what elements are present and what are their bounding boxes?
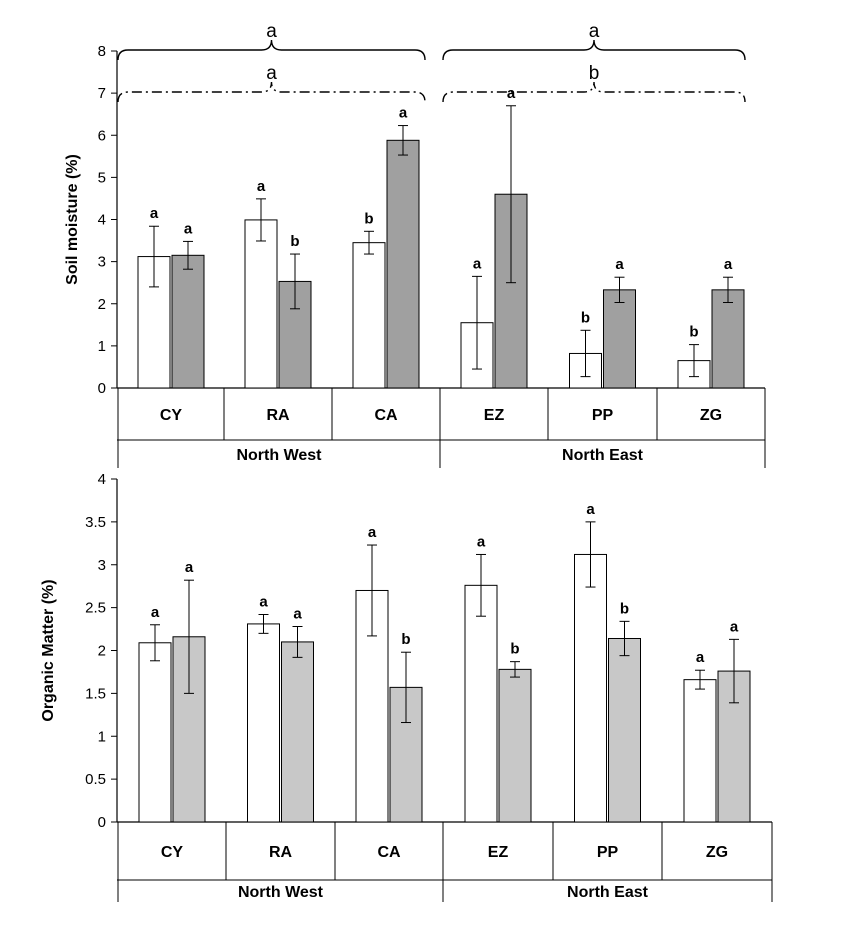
significance-letter: a xyxy=(724,256,733,273)
significance-letter: a xyxy=(696,649,705,666)
bar-ca-series-1 xyxy=(352,242,386,389)
significance-letter: a xyxy=(730,618,739,635)
category-label: PP xyxy=(597,844,619,861)
category-label: CA xyxy=(374,407,398,424)
significance-letter: b xyxy=(401,631,410,648)
significance-letter: b xyxy=(290,233,299,250)
significance-letter: a xyxy=(150,205,159,222)
bar-ca-series-2 xyxy=(386,139,420,389)
bar-ra-series-1 xyxy=(244,219,278,389)
region-label: North East xyxy=(562,447,644,464)
group-brace-dashed xyxy=(442,81,746,103)
category-label: RA xyxy=(269,844,293,861)
category-label: CY xyxy=(160,407,183,424)
significance-letter: a xyxy=(368,524,377,541)
y-tick-label: 1.5 xyxy=(85,685,106,702)
bar-ra-series-2 xyxy=(281,641,314,823)
region-label: North West xyxy=(238,884,324,901)
y-tick-label: 4 xyxy=(98,471,106,488)
significance-letter: b xyxy=(510,641,519,658)
bar-ez-series-1 xyxy=(464,584,498,823)
bar-zg-series-1 xyxy=(683,679,717,823)
significance-letter: a xyxy=(477,533,486,550)
y-tick-label: 5 xyxy=(98,169,106,186)
significance-letter: a xyxy=(473,255,482,272)
group-brace-solid xyxy=(442,39,746,61)
category-label: EZ xyxy=(488,844,509,861)
category-label: ZG xyxy=(706,844,728,861)
bar-ra-series-1 xyxy=(247,623,280,823)
y-tick-label: 2 xyxy=(98,643,106,660)
brace-letter: b xyxy=(589,63,600,84)
significance-letter: a xyxy=(151,604,160,621)
significance-letter: a xyxy=(259,593,268,610)
y-tick-label: 1 xyxy=(98,338,106,355)
group-brace-solid xyxy=(117,39,426,61)
y-tick-label: 2.5 xyxy=(85,600,106,617)
significance-letter: a xyxy=(185,559,194,576)
category-label: RA xyxy=(266,407,290,424)
bar-zg-series-2 xyxy=(711,289,745,389)
bar-cy-series-1 xyxy=(138,642,172,823)
y-tick-label: 3 xyxy=(98,557,106,574)
y-tick-label: 7 xyxy=(98,85,106,102)
category-label: ZG xyxy=(700,407,722,424)
significance-letter: b xyxy=(689,324,698,341)
group-brace-dashed xyxy=(117,81,426,103)
bar-pp-series-1 xyxy=(574,553,607,823)
y-tick-label: 1 xyxy=(98,728,106,745)
brace-letter: a xyxy=(266,21,277,42)
brace-letter: a xyxy=(589,21,600,42)
significance-letter: a xyxy=(257,178,266,195)
significance-letter: b xyxy=(581,309,590,326)
y-tick-label: 2 xyxy=(98,296,106,313)
y-axis-title: Soil moisture (%) xyxy=(64,154,81,285)
significance-letter: a xyxy=(507,85,516,102)
significance-letter: b xyxy=(620,600,629,617)
y-tick-label: 4 xyxy=(98,212,106,229)
bar-pp-series-2 xyxy=(603,289,636,389)
y-tick-label: 8 xyxy=(98,43,106,60)
brace-letter: a xyxy=(266,63,277,84)
y-tick-label: 0 xyxy=(98,814,106,831)
category-label: EZ xyxy=(484,407,505,424)
category-label: PP xyxy=(592,407,614,424)
bar-cy-series-2 xyxy=(171,254,205,389)
y-axis-title: Organic Matter (%) xyxy=(40,579,57,721)
bar-ez-series-2 xyxy=(498,668,532,823)
region-label: North West xyxy=(236,447,322,464)
significance-letter: a xyxy=(615,256,624,273)
region-label: North East xyxy=(567,884,649,901)
y-tick-label: 6 xyxy=(98,127,106,144)
y-tick-label: 3 xyxy=(98,254,106,271)
category-label: CA xyxy=(377,844,401,861)
y-tick-label: 0 xyxy=(98,380,106,397)
category-label: CY xyxy=(161,844,184,861)
significance-letter: b xyxy=(364,210,373,227)
y-tick-label: 0.5 xyxy=(85,771,106,788)
significance-letter: a xyxy=(399,105,408,122)
significance-letter: a xyxy=(184,220,193,237)
y-tick-label: 3.5 xyxy=(85,514,106,531)
significance-letter: a xyxy=(293,605,302,622)
significance-letter: a xyxy=(586,501,595,518)
bar-pp-series-2 xyxy=(608,637,641,823)
